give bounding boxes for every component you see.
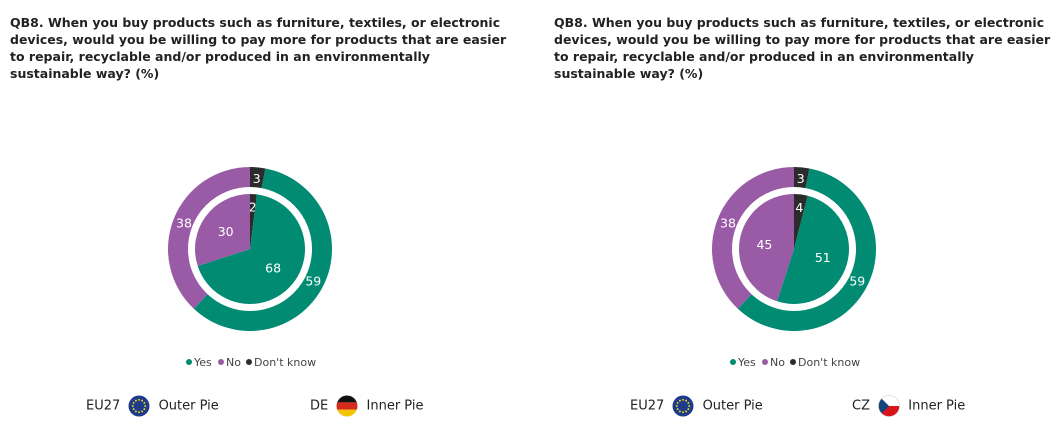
outer-pie-key: EU27 Outer Pie xyxy=(630,395,763,417)
eu-star xyxy=(143,408,146,411)
inner-label-no: 30 xyxy=(218,224,234,239)
ring-separator xyxy=(188,187,312,311)
legend-no-dot xyxy=(218,359,224,365)
outer-slice-yes xyxy=(193,168,332,332)
outer-label-dont-know: 3 xyxy=(797,171,805,186)
legend-dont-know-dot xyxy=(246,359,252,365)
outer-label-no: 38 xyxy=(176,215,192,230)
inner-country-code: DE xyxy=(310,398,329,414)
outer-country-code: EU27 xyxy=(630,398,665,414)
chart-panel-cz: QB8. When you buy products such as furni… xyxy=(554,0,1054,442)
eu-star xyxy=(685,399,688,402)
outer-country-code: EU27 xyxy=(86,398,121,414)
legend-no-dot xyxy=(762,359,768,365)
eu-star xyxy=(687,408,690,411)
inner-country-code: CZ xyxy=(852,398,870,414)
legend-yes-label: Yes xyxy=(194,356,212,369)
eu-star xyxy=(679,410,682,413)
outer-slice-yes xyxy=(737,168,876,332)
eu-star xyxy=(682,398,685,401)
outer-slice-dont-know xyxy=(794,167,810,191)
inner-pie-key: DE Inner Pie xyxy=(310,395,423,417)
chart-legend: Yes No Don't know xyxy=(10,356,510,372)
legend-dont-know-dot xyxy=(790,359,796,365)
inner-slice-dont-know xyxy=(794,194,808,249)
legend-dont-know: Don't know xyxy=(790,356,860,369)
outer-pie-label: Outer Pie xyxy=(158,398,219,414)
donut-chart-de: 3 59 38 2 68 30 xyxy=(168,167,332,332)
donut-chart-cz: 3 59 38 4 51 45 xyxy=(712,167,876,332)
eu-star xyxy=(135,410,138,413)
legend-no-label: No xyxy=(226,356,241,369)
inner-label-yes: 51 xyxy=(815,250,831,265)
eu-star xyxy=(133,401,136,404)
inner-pie-key: CZ Inner Pie xyxy=(852,395,965,417)
outer-slice-no xyxy=(168,167,250,309)
legend-no: No xyxy=(218,356,241,369)
eu-star xyxy=(144,405,147,407)
outer-label-yes: 59 xyxy=(305,274,321,289)
eu-star xyxy=(135,399,138,402)
chart-title: QB8. When you buy products such as furni… xyxy=(10,15,507,81)
outer-label-dont-know: 3 xyxy=(253,171,261,186)
eu-star xyxy=(685,410,688,413)
outer-pie-label: Outer Pie xyxy=(702,398,763,414)
inner-slice-no xyxy=(195,194,250,266)
eu-star xyxy=(676,405,679,407)
eu-star xyxy=(138,398,141,401)
inner-pie-label: Inner Pie xyxy=(366,398,424,414)
eu-star xyxy=(682,411,685,414)
legend-no: No xyxy=(762,356,785,369)
outer-pie-key: EU27 Outer Pie xyxy=(86,395,219,417)
eu-star xyxy=(138,411,141,414)
legend-dont-know-label: Don't know xyxy=(254,356,317,369)
eu-star xyxy=(688,405,691,407)
inner-label-yes: 68 xyxy=(265,261,281,276)
legend-yes: Yes xyxy=(186,356,212,369)
outer-slice-no xyxy=(712,167,794,309)
legend-no-label: No xyxy=(770,356,785,369)
eu-star xyxy=(677,401,680,404)
inner-label-dont-know: 4 xyxy=(795,200,803,215)
ring-separator xyxy=(732,187,856,311)
legend-yes-dot xyxy=(186,359,192,365)
legend-dont-know-label: Don't know xyxy=(798,356,861,369)
outer-slice-dont-know xyxy=(250,167,266,191)
eu-star xyxy=(687,401,690,404)
inner-slice-dont-know xyxy=(250,194,257,249)
eu-star xyxy=(132,405,135,407)
inner-slice-no xyxy=(739,194,794,302)
outer-label-yes: 59 xyxy=(849,274,865,289)
outer-label-no: 38 xyxy=(720,215,736,230)
eu-star xyxy=(133,408,136,411)
eu-star xyxy=(141,399,144,402)
legend-yes-dot xyxy=(730,359,736,365)
inner-pie-label: Inner Pie xyxy=(908,398,966,414)
czech-flag-icon xyxy=(878,395,900,417)
chart-title: QB8. When you buy products such as furni… xyxy=(554,15,1051,81)
inner-label-no: 45 xyxy=(756,237,772,252)
inner-slice-yes xyxy=(777,195,850,305)
eu-star xyxy=(143,401,146,404)
legend-dont-know: Don't know xyxy=(246,356,316,369)
chart-legend: Yes No Don't know xyxy=(554,356,1054,372)
eu-flag-icon xyxy=(128,395,150,417)
eu-star xyxy=(141,410,144,413)
eu-star xyxy=(677,408,680,411)
inner-slice-yes xyxy=(197,194,305,304)
legend-yes-label: Yes xyxy=(738,356,756,369)
eu-star xyxy=(679,399,682,402)
inner-label-dont-know: 2 xyxy=(249,200,257,215)
eu-flag-icon xyxy=(672,395,694,417)
germany-flag-icon xyxy=(336,395,358,417)
chart-panel-de: QB8. When you buy products such as furni… xyxy=(10,0,510,442)
legend-yes: Yes xyxy=(730,356,756,369)
